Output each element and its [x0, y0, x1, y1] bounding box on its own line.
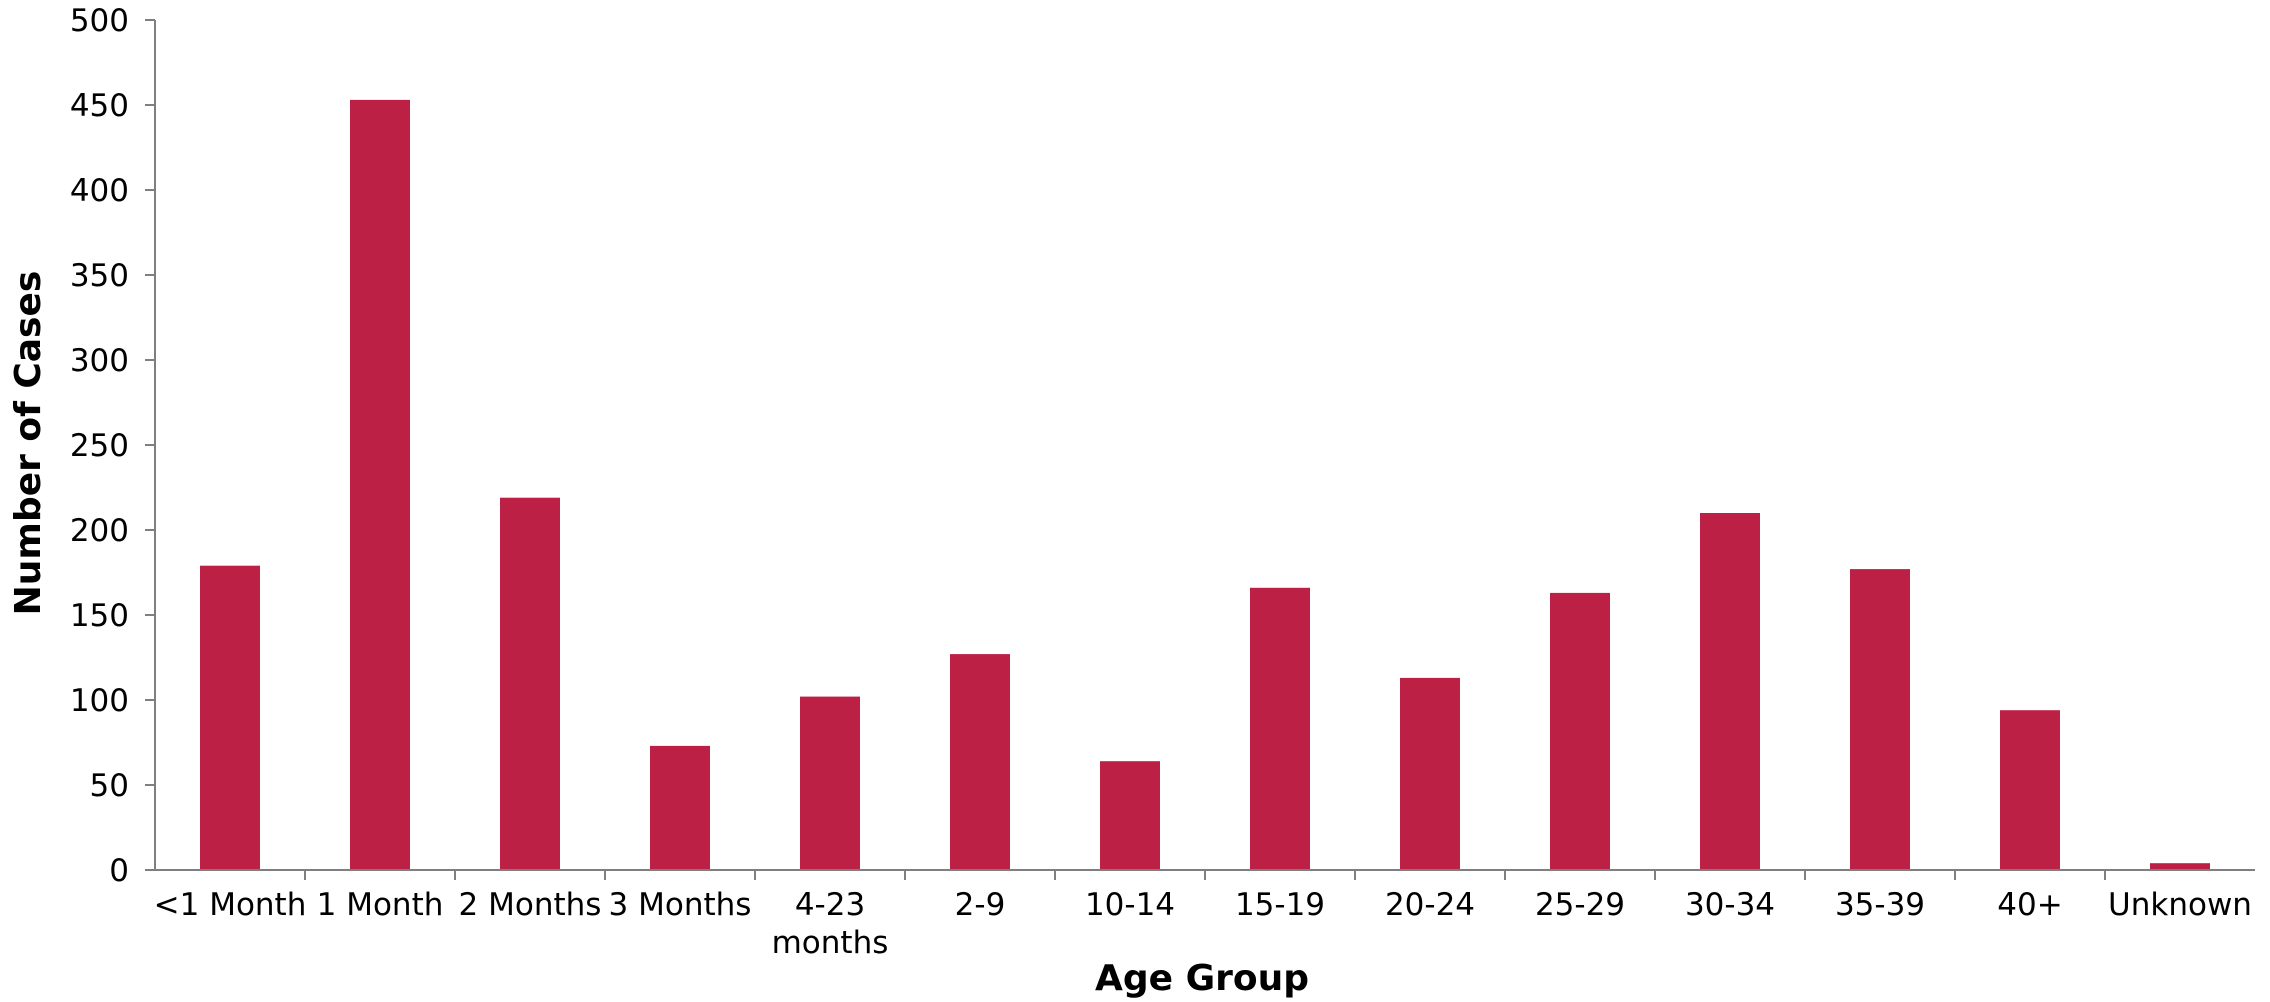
x-tick-label-line: 25-29 [1535, 887, 1625, 923]
x-tick-label-13: Unknown [2108, 887, 2252, 923]
bar-6 [1100, 761, 1160, 870]
x-tick-label-10: 30-34 [1685, 887, 1775, 923]
bar-1 [350, 99, 410, 870]
bar-5 [950, 654, 1010, 870]
y-tick-label-0: 0 [109, 853, 129, 889]
bar-8 [1400, 677, 1460, 870]
y-tick-label-3: 150 [70, 598, 129, 634]
y-tick-label-8: 400 [70, 173, 129, 209]
bar-0 [200, 565, 260, 870]
y-ticks-layer: 0 50 100 150 200 250 300 350 400 450 500 [70, 3, 155, 889]
x-tick-label-0: <1 Month [154, 887, 307, 923]
x-tick-label-12: 40+ [1997, 887, 2062, 923]
bar-7 [1250, 587, 1310, 870]
bar-11 [1850, 569, 1910, 870]
bar-4 [800, 696, 860, 870]
x-tick-label-3: 3 Months [609, 887, 752, 923]
x-tick-label-line: 1 Month [317, 887, 444, 923]
bar-10 [1700, 513, 1760, 870]
x-tick-label-line: 10-14 [1085, 887, 1175, 923]
x-tick-label-2: 2 Months [459, 887, 602, 923]
x-tick-label-11: 35-39 [1835, 887, 1925, 923]
x-tick-label-line: 15-19 [1235, 887, 1325, 923]
y-tick-label-7: 350 [70, 258, 129, 294]
y-tick-label-4: 200 [70, 513, 129, 549]
x-tick-label-line: 3 Months [609, 887, 752, 923]
x-tick-label-7: 15-19 [1235, 887, 1325, 923]
bar-2 [500, 497, 560, 870]
x-tick-label-line: 20-24 [1385, 887, 1475, 923]
x-tick-label-5: 2-9 [955, 887, 1006, 923]
y-tick-label-10: 500 [70, 3, 129, 39]
x-tick-label-line: 40+ [1997, 887, 2062, 923]
x-tick-label-6: 10-14 [1085, 887, 1175, 923]
x-axis-title: Age Group [1095, 958, 1309, 999]
bars-layer [200, 99, 2210, 870]
x-tick-label-line: Unknown [2108, 887, 2252, 923]
bar-12 [2000, 710, 2060, 870]
x-tick-label-1: 1 Month [317, 887, 444, 923]
x-tick-label-4: 4-23 months [772, 887, 889, 961]
bar-3 [650, 745, 710, 870]
x-tick-label-9: 25-29 [1535, 887, 1625, 923]
x-ticks-layer: <1 Month 1 Month 2 Months 3 Months 4-23 month… [154, 870, 2252, 961]
y-tick-label-2: 100 [70, 683, 129, 719]
x-tick-label-line: 4-23 [795, 887, 865, 923]
bar-13 [2150, 863, 2210, 870]
x-tick-label-line: 2-9 [955, 887, 1006, 923]
y-tick-label-6: 300 [70, 343, 129, 379]
y-tick-label-1: 50 [90, 768, 129, 804]
x-tick-label-line: 35-39 [1835, 887, 1925, 923]
y-tick-label-5: 250 [70, 428, 129, 464]
x-tick-label-line: months [772, 925, 889, 961]
x-tick-label-line: <1 Month [154, 887, 307, 923]
x-tick-label-8: 20-24 [1385, 887, 1475, 923]
y-tick-label-9: 450 [70, 88, 129, 124]
bar-9 [1550, 592, 1610, 870]
x-tick-label-line: 30-34 [1685, 887, 1775, 923]
x-tick-label-line: 2 Months [459, 887, 602, 923]
axes-layer [154, 20, 2255, 871]
y-axis-title: Number of Cases [8, 271, 49, 616]
